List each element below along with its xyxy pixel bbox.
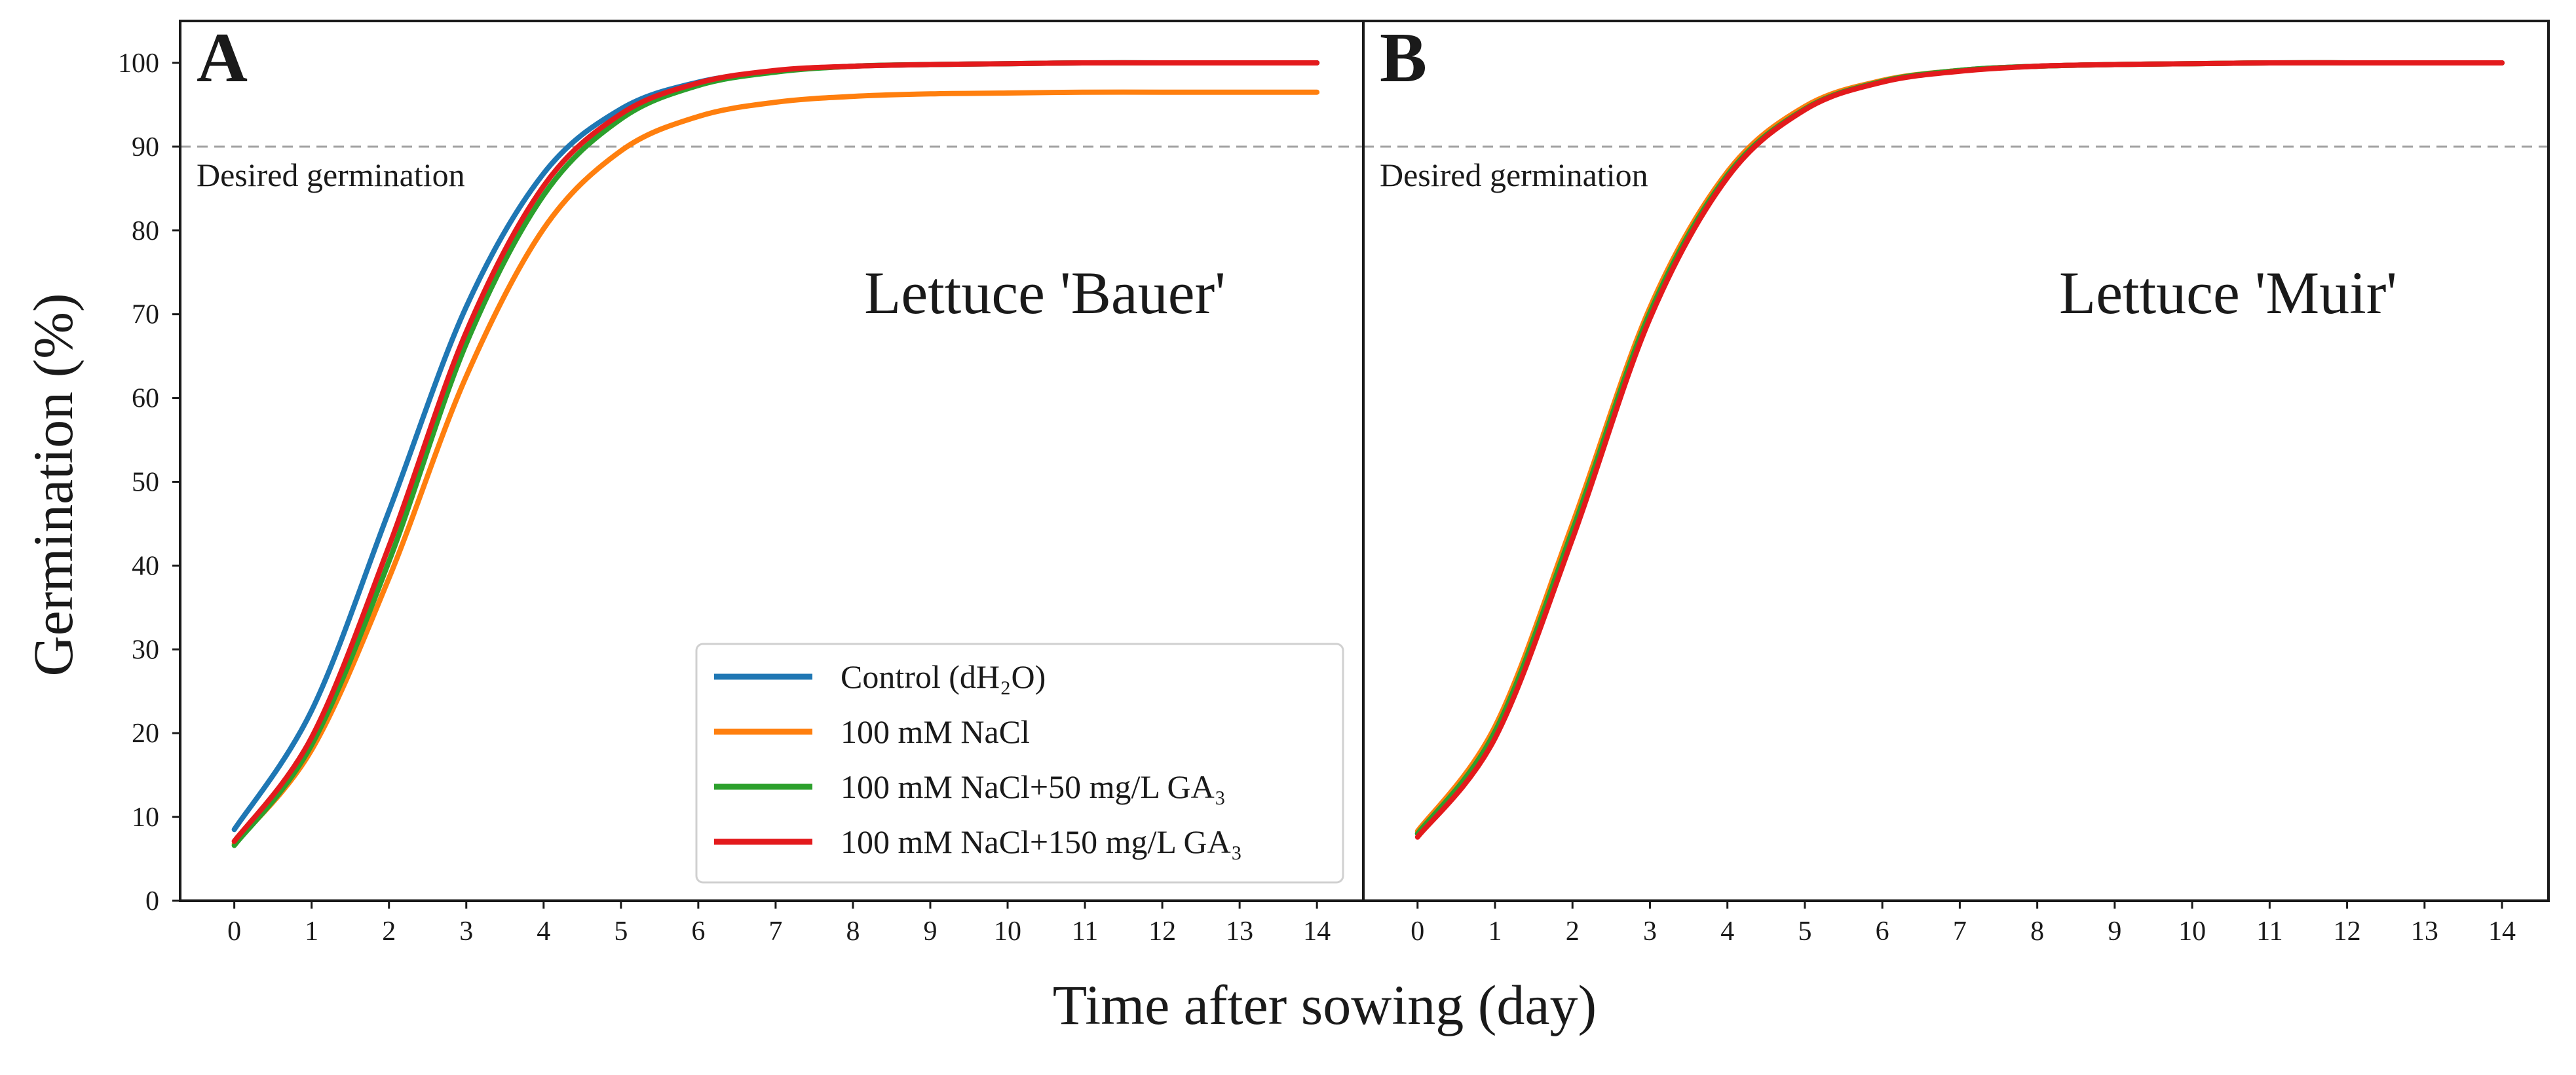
panel-letter: B bbox=[1380, 19, 1427, 97]
x-tick-label: 8 bbox=[846, 916, 860, 947]
x-tick-label: 10 bbox=[994, 916, 1021, 947]
y-tick-label: 70 bbox=[132, 300, 159, 330]
x-tick-label: 7 bbox=[1953, 916, 1967, 947]
y-tick-label: 100 bbox=[118, 48, 159, 79]
y-tick-label: 10 bbox=[132, 802, 159, 833]
x-tick-label: 7 bbox=[768, 916, 782, 947]
legend: Control (dH₂O) 100 mM NaCl 100 mM NaCl+50 … bbox=[695, 643, 1344, 884]
desired-germination-label: Desired germination bbox=[197, 157, 465, 193]
x-axis-title: Time after sowing (day) bbox=[1053, 973, 1597, 1036]
x-tick-label: 12 bbox=[1148, 916, 1176, 947]
y-tick-label: 80 bbox=[132, 216, 159, 246]
legend-entry-label: 100 mM NaCl+50 mg/L GA₃ bbox=[841, 768, 1226, 805]
x-tick-label: 13 bbox=[2411, 916, 2438, 947]
x-tick-label: 12 bbox=[2334, 916, 2361, 947]
x-tick-label: 2 bbox=[1566, 916, 1580, 947]
y-tick-label: 50 bbox=[132, 467, 159, 497]
x-tick-label: 9 bbox=[2108, 916, 2121, 947]
x-tick-label: 0 bbox=[1411, 916, 1424, 947]
y-tick-label: 60 bbox=[132, 384, 159, 414]
x-tick-label: 3 bbox=[1643, 916, 1657, 947]
x-tick-label: 8 bbox=[2030, 916, 2044, 947]
y-tick-label: 90 bbox=[132, 132, 159, 162]
y-axis-title: Germination (%) bbox=[22, 293, 85, 676]
series-line-4 bbox=[1414, 60, 2505, 840]
legend-entry-label: Control (dH₂O) bbox=[841, 658, 1046, 695]
legend-entry-label: 100 mM NaCl bbox=[841, 713, 1030, 750]
panel-letter: A bbox=[197, 19, 248, 97]
legend-box bbox=[695, 643, 1344, 884]
legend-entry-label: 100 mM NaCl+150 mg/L GA₃ bbox=[841, 823, 1242, 860]
y-tick-label: 40 bbox=[132, 551, 159, 581]
x-tick-label: 4 bbox=[1720, 916, 1734, 947]
x-tick-label: 1 bbox=[305, 916, 318, 947]
x-tick-label: 11 bbox=[2256, 916, 2282, 947]
x-tick-label: 14 bbox=[1303, 916, 1331, 947]
x-tick-label: 5 bbox=[614, 916, 628, 947]
y-tick-label: 30 bbox=[132, 635, 159, 665]
x-tick-label: 1 bbox=[1488, 916, 1502, 947]
x-tick-label: 14 bbox=[2488, 916, 2516, 947]
x-tick-label: 10 bbox=[2178, 916, 2206, 947]
x-tick-label: 4 bbox=[537, 916, 550, 947]
cultivar-label: Lettuce 'Muir' bbox=[2059, 259, 2397, 326]
y-tick-label: 20 bbox=[132, 719, 159, 749]
x-tick-label: 13 bbox=[1226, 916, 1253, 947]
x-tick-label: 2 bbox=[382, 916, 396, 947]
series-line-4 bbox=[231, 60, 1320, 844]
plot-frame bbox=[1362, 20, 2550, 902]
x-tick-label: 3 bbox=[459, 916, 473, 947]
x-tick-label: 11 bbox=[1072, 916, 1098, 947]
series-line-2 bbox=[231, 89, 1320, 847]
x-tick-label: 0 bbox=[227, 916, 241, 947]
desired-germination-label: Desired germination bbox=[1380, 157, 1648, 193]
x-tick-label: 9 bbox=[923, 916, 937, 947]
x-tick-label: 6 bbox=[691, 916, 705, 947]
x-tick-label: 5 bbox=[1798, 916, 1811, 947]
x-tick-label: 6 bbox=[1876, 916, 1889, 947]
cultivar-label: Lettuce 'Bauer' bbox=[864, 259, 1226, 326]
y-tick-label: 0 bbox=[145, 886, 159, 916]
